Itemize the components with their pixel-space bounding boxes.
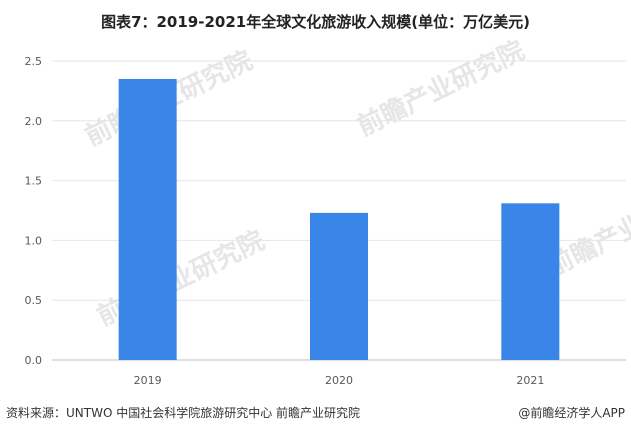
bar-chart: 0.0 0.5 1.0 1.5 2.0 2.5 2019 2020 2021 [25, 55, 626, 387]
x-tick-label: 2021 [516, 374, 544, 387]
x-tick-label: 2019 [134, 374, 162, 387]
y-tick-label: 0.0 [25, 354, 43, 367]
brand-credit: @前瞻经济学人APP [518, 406, 625, 420]
y-tick-label: 2.0 [25, 115, 43, 128]
x-tick-label: 2020 [325, 374, 353, 387]
y-tick-label: 1.5 [25, 175, 43, 188]
y-tick-label: 2.5 [25, 55, 43, 68]
chart-title: 图表7：2019-2021年全球文化旅游收入规模(单位：万亿美元) [101, 13, 530, 31]
y-tick-label: 0.5 [25, 294, 43, 307]
bar [310, 212, 368, 360]
y-tick-label: 1.0 [25, 234, 43, 247]
source-note: 资料来源：UNTWO 中国社会科学院旅游研究中心 前瞻产业研究院 [6, 406, 361, 420]
bar [501, 203, 560, 360]
bar [118, 78, 177, 360]
